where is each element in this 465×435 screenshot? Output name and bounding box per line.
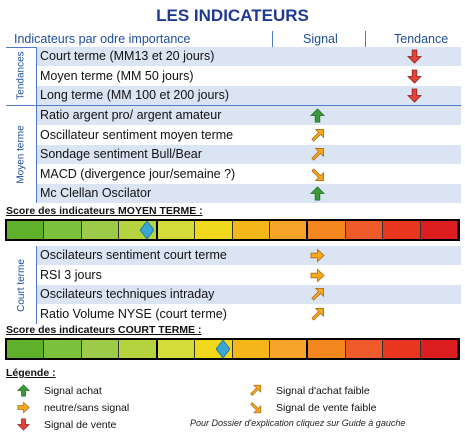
score-segment: [44, 221, 82, 239]
indicator-label: Sondage sentiment Bull/Bear: [40, 147, 202, 161]
score-segment: [420, 340, 459, 358]
signal-achat-faible-icon: [310, 128, 325, 143]
indicator-label: Moyen terme (MM 50 jours): [40, 68, 194, 83]
score-segment: [420, 221, 459, 239]
signal-achat-faible-icon: [249, 384, 262, 397]
score-segment: [345, 340, 384, 358]
column-line: [36, 246, 37, 324]
indicator-label: Court terme (MM13 et 20 jours): [40, 49, 215, 63]
score-segment: [232, 221, 270, 239]
signal-neutre-icon: [17, 401, 30, 414]
indicator-row: Court terme (MM13 et 20 jours): [36, 47, 461, 66]
indicator-label: Mc Clellan Oscilator: [40, 186, 152, 200]
score-segment: [383, 221, 421, 239]
legend-title: Légende :: [6, 367, 56, 379]
signal-vente-icon: [17, 418, 30, 431]
column-line: [36, 47, 37, 203]
score-marker-icon: [139, 221, 154, 239]
score-label-court-terme: Score des indicateurs COURT TERME :: [6, 324, 202, 336]
legend-text: neutre/sans signal: [44, 402, 130, 414]
signal-neutre-icon: [310, 268, 325, 283]
indicator-label: Oscillateur sentiment moyen terme: [40, 127, 234, 142]
indicator-label: MACD (divergence jour/semaine ?): [40, 166, 236, 181]
header-indicators: Indicateurs par odre importance: [14, 32, 191, 46]
indicator-label: Ratio argent pro/ argent amateur: [40, 108, 222, 122]
group-label-tendances: Tendances: [15, 51, 27, 100]
score-segment: [7, 221, 45, 239]
indicator-row: Oscillateur sentiment moyen terme: [36, 126, 461, 145]
signal-achat-icon: [310, 108, 325, 123]
group-label-moyen-terme: Moyen terme: [15, 125, 27, 184]
score-segment: [157, 221, 196, 239]
page-title: LES INDICATEURS: [156, 6, 309, 25]
score-bar-court-terme: [5, 338, 460, 360]
legend-text: Signal de vente faible: [276, 402, 377, 414]
score-segment: [119, 340, 158, 358]
indicator-label: RSI 3 jours: [40, 267, 102, 282]
indicator-row: Moyen terme (MM 50 jours): [36, 67, 461, 86]
indicator-row: Long terme (MM 100 et 200 jours): [36, 86, 461, 105]
guide-footnote[interactable]: Pour Dossier d'explication cliquez sur G…: [190, 418, 406, 428]
legend-text: Signal de vente: [44, 419, 117, 431]
signal-achat-faible-icon: [310, 287, 325, 302]
score-segment: [383, 340, 421, 358]
indicator-row: Ratio Volume NYSE (court terme): [36, 305, 461, 324]
indicator-label: Oscilateurs sentiment court terme: [40, 248, 227, 262]
signal-achat-icon: [17, 384, 30, 397]
score-segment: [195, 221, 233, 239]
score-segment: [44, 340, 82, 358]
score-label-moyen-terme: Score des indicateurs MOYEN TERME :: [6, 205, 203, 217]
score-segment: [81, 221, 120, 239]
column-line: [365, 31, 366, 47]
group-label-court-terme: Court terme: [15, 258, 27, 312]
indicator-row: Sondage sentiment Bull/Bear: [36, 145, 461, 164]
signal-vente-faible-icon: [310, 167, 325, 182]
score-marker-icon: [216, 340, 231, 358]
signal-vente-icon: [407, 88, 422, 103]
score-segment: [308, 340, 346, 358]
signal-achat-icon: [310, 186, 325, 201]
score-segment: [345, 221, 384, 239]
signal-neutre-icon: [310, 248, 325, 263]
legend-text: Signal achat: [44, 385, 102, 397]
indicator-label: Ratio Volume NYSE (court terme): [40, 306, 227, 321]
score-segment: [308, 221, 346, 239]
score-bar-moyen-terme: [5, 219, 460, 241]
signal-achat-faible-icon: [310, 307, 325, 322]
score-segment: [269, 340, 309, 358]
signal-vente-icon: [407, 49, 422, 64]
indicator-row: Mc Clellan Oscilator: [36, 184, 461, 203]
indicator-row: RSI 3 jours: [36, 266, 461, 285]
indicator-row: Oscilateurs sentiment court terme: [36, 246, 461, 265]
header-signal: Signal: [303, 32, 338, 46]
score-segment: [232, 340, 270, 358]
legend-text: Signal d'achat faible: [276, 385, 370, 397]
signal-achat-faible-icon: [310, 147, 325, 162]
score-segment: [7, 340, 45, 358]
indicator-row: Ratio argent pro/ argent amateur: [36, 106, 461, 125]
divider: [6, 105, 461, 106]
column-line: [272, 31, 273, 47]
score-segment: [157, 340, 196, 358]
indicator-row: Oscilateurs techniques intraday: [36, 285, 461, 304]
score-segment: [269, 221, 309, 239]
signal-vente-icon: [407, 69, 422, 84]
indicator-label: Oscilateurs techniques intraday: [40, 287, 215, 301]
indicator-label: Long terme (MM 100 et 200 jours): [40, 88, 229, 102]
indicator-row: MACD (divergence jour/semaine ?): [36, 165, 461, 184]
score-segment: [81, 340, 120, 358]
signal-vente-faible-icon: [249, 401, 262, 414]
header-tendance: Tendance: [394, 32, 449, 46]
